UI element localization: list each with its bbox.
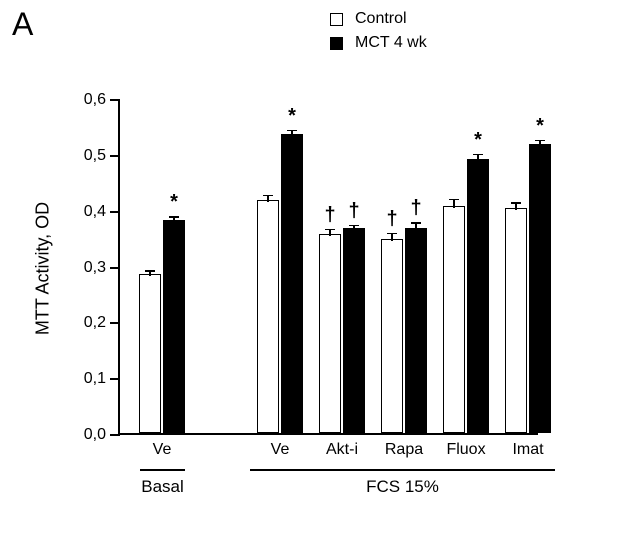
y-axis-label: MTT Activity, OD — [33, 168, 54, 368]
panel-label: A — [12, 6, 33, 43]
error-cap — [449, 199, 459, 201]
x-tick-label: Ve — [153, 441, 172, 459]
y-tick — [110, 434, 120, 436]
legend-swatch-mct — [330, 37, 343, 50]
bar-control — [257, 200, 279, 433]
x-tick-label: Ve — [271, 441, 290, 459]
y-tick-label: 0,3 — [84, 259, 106, 277]
significance-marker: † — [324, 204, 335, 227]
legend-swatch-control — [330, 13, 343, 26]
y-tick — [110, 211, 120, 213]
error-cap — [263, 195, 273, 197]
y-tick — [110, 322, 120, 324]
bar-control — [319, 234, 341, 433]
error-cap — [411, 222, 421, 224]
y-tick — [110, 99, 120, 101]
y-tick-label: 0,4 — [84, 203, 106, 221]
significance-marker: * — [170, 191, 178, 214]
chart-area: MTT Activity, OD 0,00,10,20,30,40,50,6*V… — [118, 100, 538, 435]
y-tick-label: 0,5 — [84, 147, 106, 165]
legend: Control MCT 4 wk — [330, 10, 427, 58]
x-tick-label: Fluox — [446, 441, 485, 459]
legend-item-control: Control — [330, 10, 427, 28]
error-cap — [145, 270, 155, 272]
section-bracket — [250, 469, 555, 471]
section-label: Basal — [141, 477, 184, 497]
y-tick-label: 0,1 — [84, 370, 106, 388]
significance-marker: † — [348, 200, 359, 223]
y-tick-label: 0,0 — [84, 426, 106, 444]
x-tick-label: Akt-i — [326, 441, 358, 459]
bar-control — [505, 208, 527, 433]
significance-marker: † — [410, 197, 421, 220]
section-label: FCS 15% — [366, 477, 439, 497]
legend-label-control: Control — [355, 10, 407, 28]
legend-item-mct: MCT 4 wk — [330, 34, 427, 52]
bar-mct — [163, 220, 185, 433]
plot-region: 0,00,10,20,30,40,50,6*Ve*Ve††Akt-i††Rapa… — [118, 100, 538, 435]
error-cap — [387, 233, 397, 235]
error-cap — [535, 140, 545, 142]
bar-mct — [467, 159, 489, 433]
x-tick-label: Rapa — [385, 441, 423, 459]
y-tick — [110, 378, 120, 380]
error-cap — [325, 229, 335, 231]
error-cap — [511, 202, 521, 204]
error-cap — [287, 130, 297, 132]
bar-control — [381, 239, 403, 433]
y-tick — [110, 267, 120, 269]
bar-control — [139, 274, 161, 433]
y-tick-label: 0,2 — [84, 314, 106, 332]
x-tick-label: Imat — [512, 441, 543, 459]
bar-mct — [281, 134, 303, 433]
error-cap — [169, 216, 179, 218]
bar-control — [443, 206, 465, 433]
significance-marker: * — [288, 105, 296, 128]
error-cap — [473, 154, 483, 156]
error-cap — [349, 225, 359, 227]
y-tick-label: 0,6 — [84, 91, 106, 109]
legend-label-mct: MCT 4 wk — [355, 34, 427, 52]
section-bracket — [140, 469, 185, 471]
y-tick — [110, 155, 120, 157]
significance-marker: * — [536, 115, 544, 138]
bar-mct — [343, 228, 365, 433]
significance-marker: * — [474, 129, 482, 152]
significance-marker: † — [386, 208, 397, 231]
bar-mct — [405, 228, 427, 433]
bar-mct — [529, 144, 551, 433]
